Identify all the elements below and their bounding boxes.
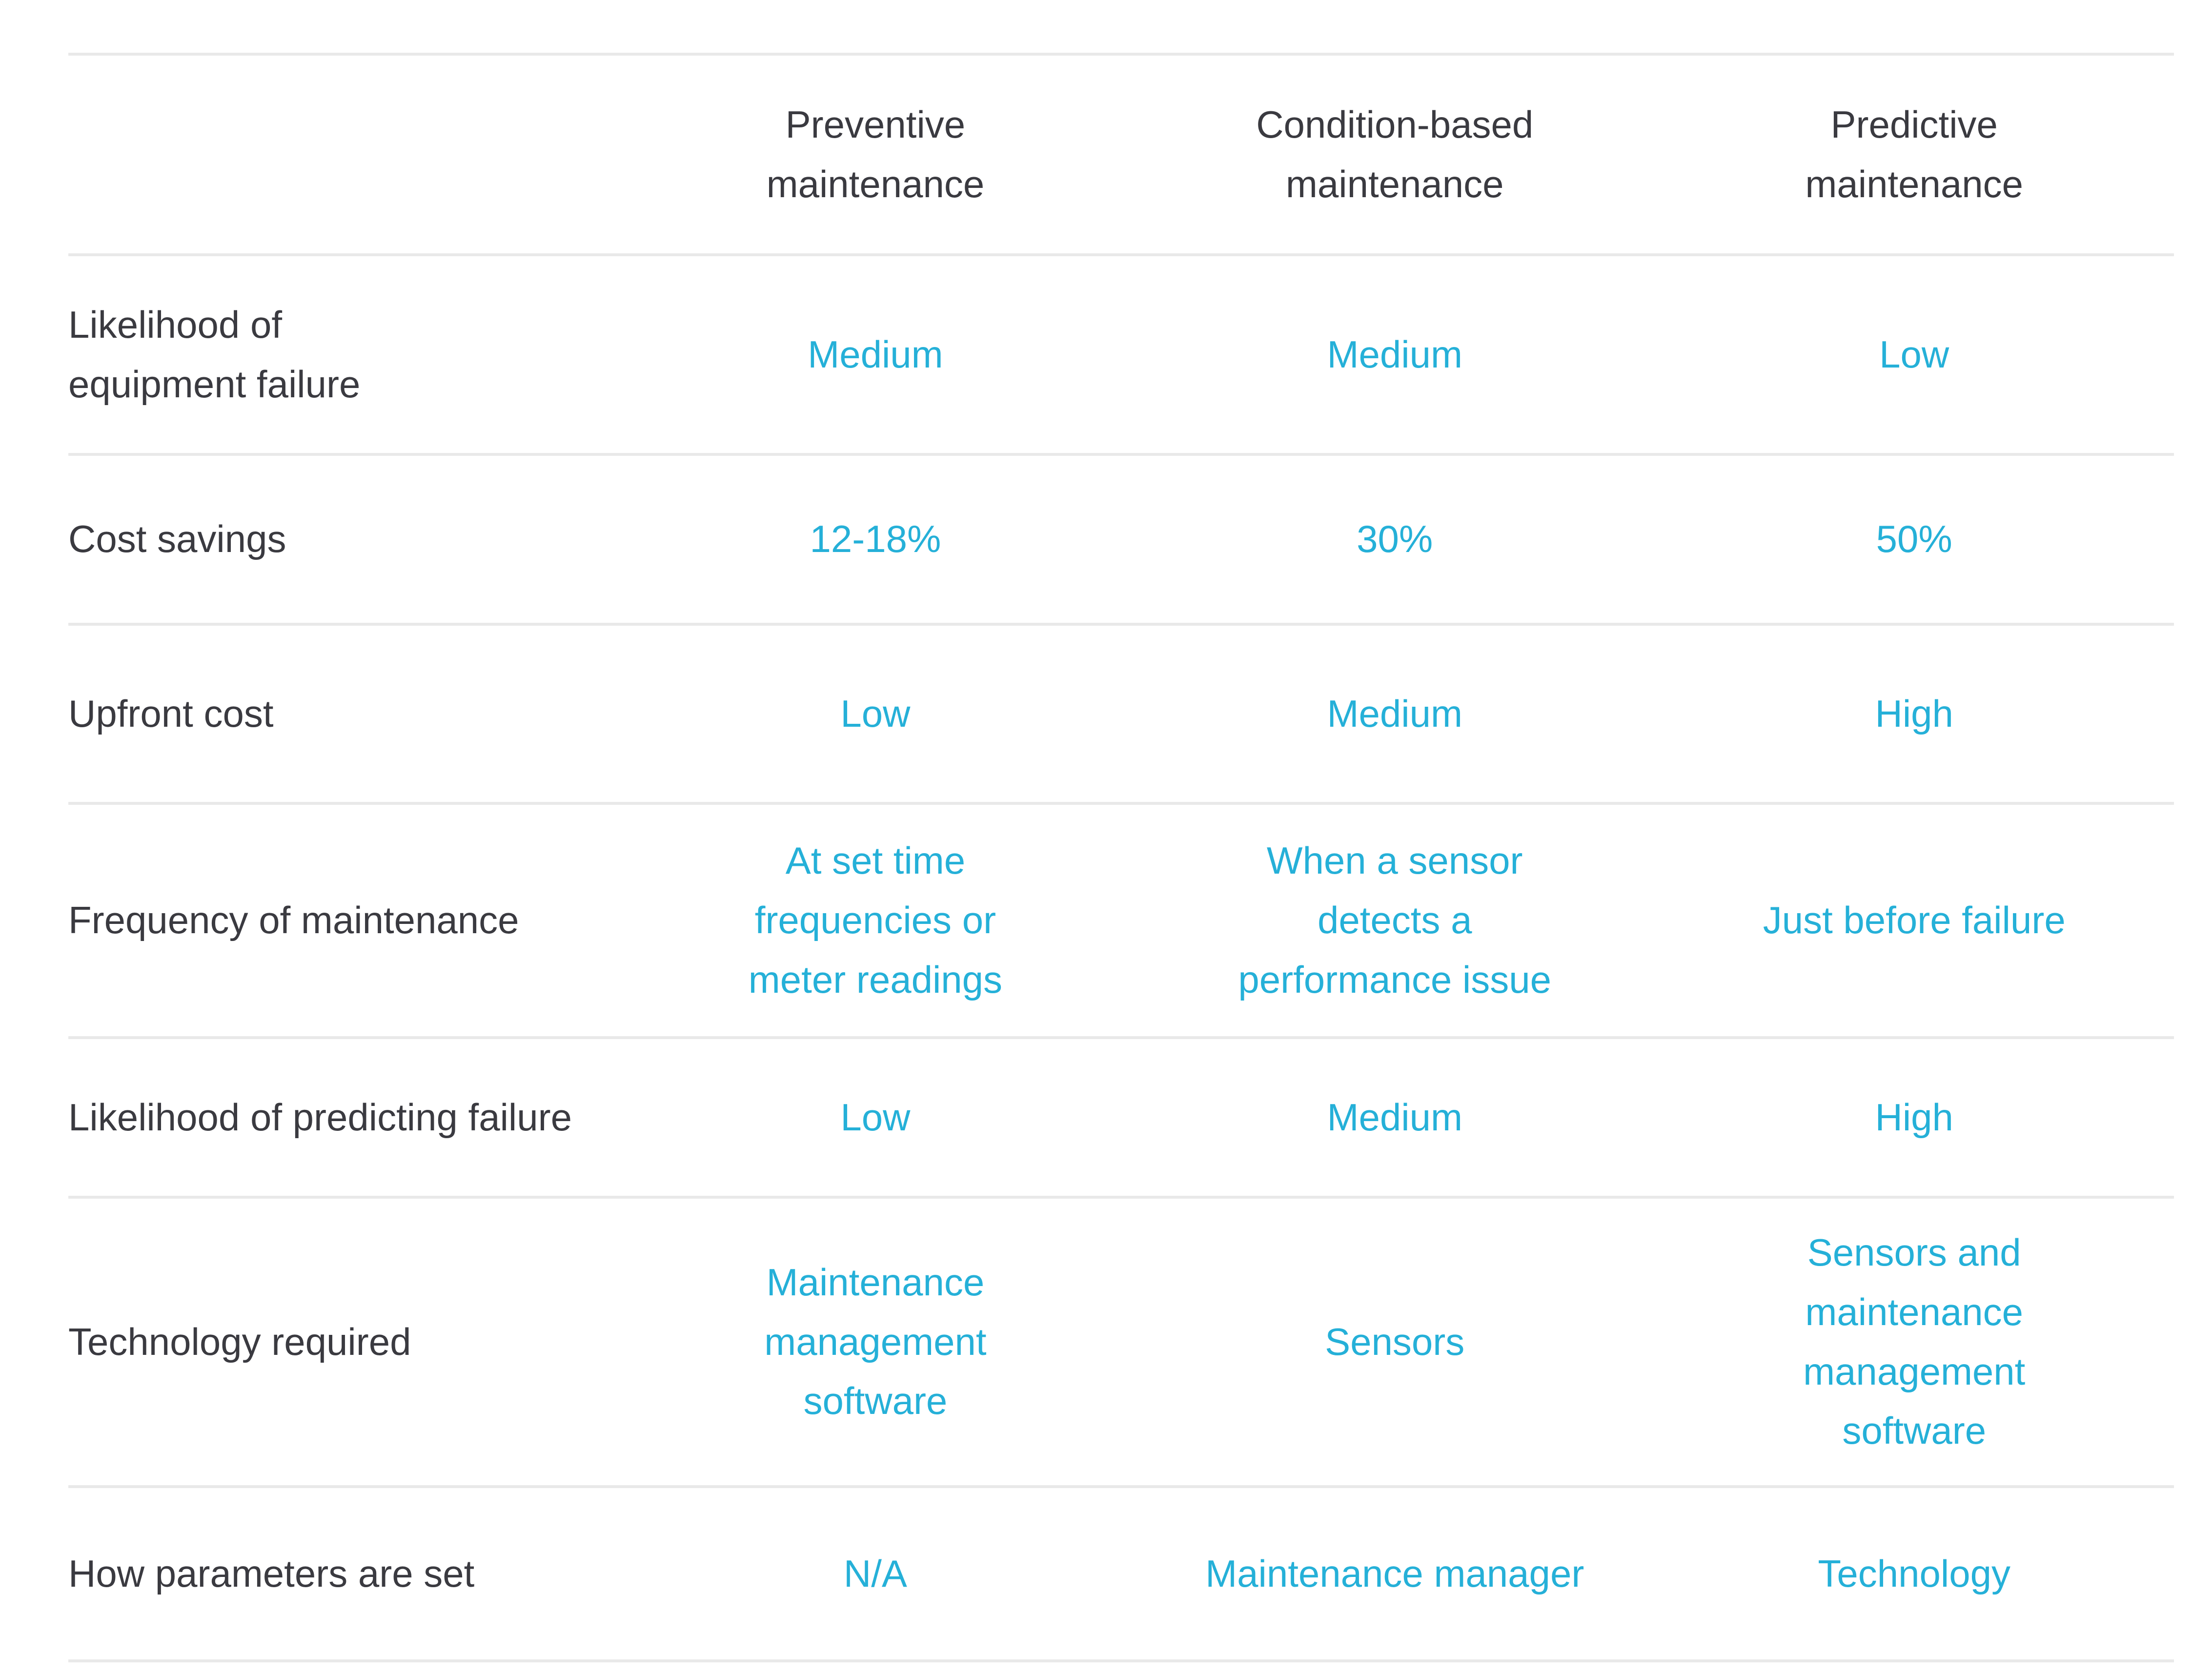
table-cell: 30% (1135, 453, 1655, 623)
table-cell: Sensors (1135, 1196, 1655, 1485)
table-cell: Low (615, 1036, 1135, 1196)
row-label-technology-required: Technology required (68, 1196, 616, 1485)
table-cell: High (1654, 623, 2174, 802)
col-header-condition-based-maintenance: Condition-based maintenance (1135, 53, 1655, 253)
table-cell: Maintenance manager (1135, 1485, 1655, 1662)
table-cell: Just before failure (1654, 802, 2174, 1036)
col-header-preventive-maintenance: Preventive maintenance (615, 53, 1135, 253)
table-cell: 50% (1654, 453, 2174, 623)
row-label-cost-savings: Cost savings (68, 453, 616, 623)
table-cell: Maintenance management software (615, 1196, 1135, 1485)
row-label-likelihood-of-predicting-failure: Likelihood of predicting failure (68, 1036, 616, 1196)
table-cell: N/A (615, 1485, 1135, 1662)
table-cell: Low (1654, 253, 2174, 453)
table-cell: Sensors and maintenance management softw… (1654, 1196, 2174, 1485)
table-cell: Medium (1135, 253, 1655, 453)
table-cell: Medium (1135, 623, 1655, 802)
table-cell: At set time frequencies or meter reading… (615, 802, 1135, 1036)
row-label-how-parameters-are-set: How parameters are set (68, 1485, 616, 1662)
row-label-frequency-of-maintenance: Frequency of maintenance (68, 802, 616, 1036)
table-cell: Technology (1654, 1485, 2174, 1662)
table-cell: Medium (615, 253, 1135, 453)
table-cell: When a sensor detects a performance issu… (1135, 802, 1655, 1036)
table-cell: High (1654, 1036, 2174, 1196)
col-header-predictive-maintenance: Predictive maintenance (1654, 53, 2174, 253)
table-cell: 12-18% (615, 453, 1135, 623)
table-corner-cell (68, 53, 616, 253)
maintenance-comparison-table: Preventive maintenance Condition-based m… (68, 53, 2174, 1662)
table-cell: Medium (1135, 1036, 1655, 1196)
row-label-upfront-cost: Upfront cost (68, 623, 616, 802)
row-label-likelihood-of-equipment-failure: Likelihood of equipment failure (68, 253, 616, 453)
table-cell: Low (615, 623, 1135, 802)
